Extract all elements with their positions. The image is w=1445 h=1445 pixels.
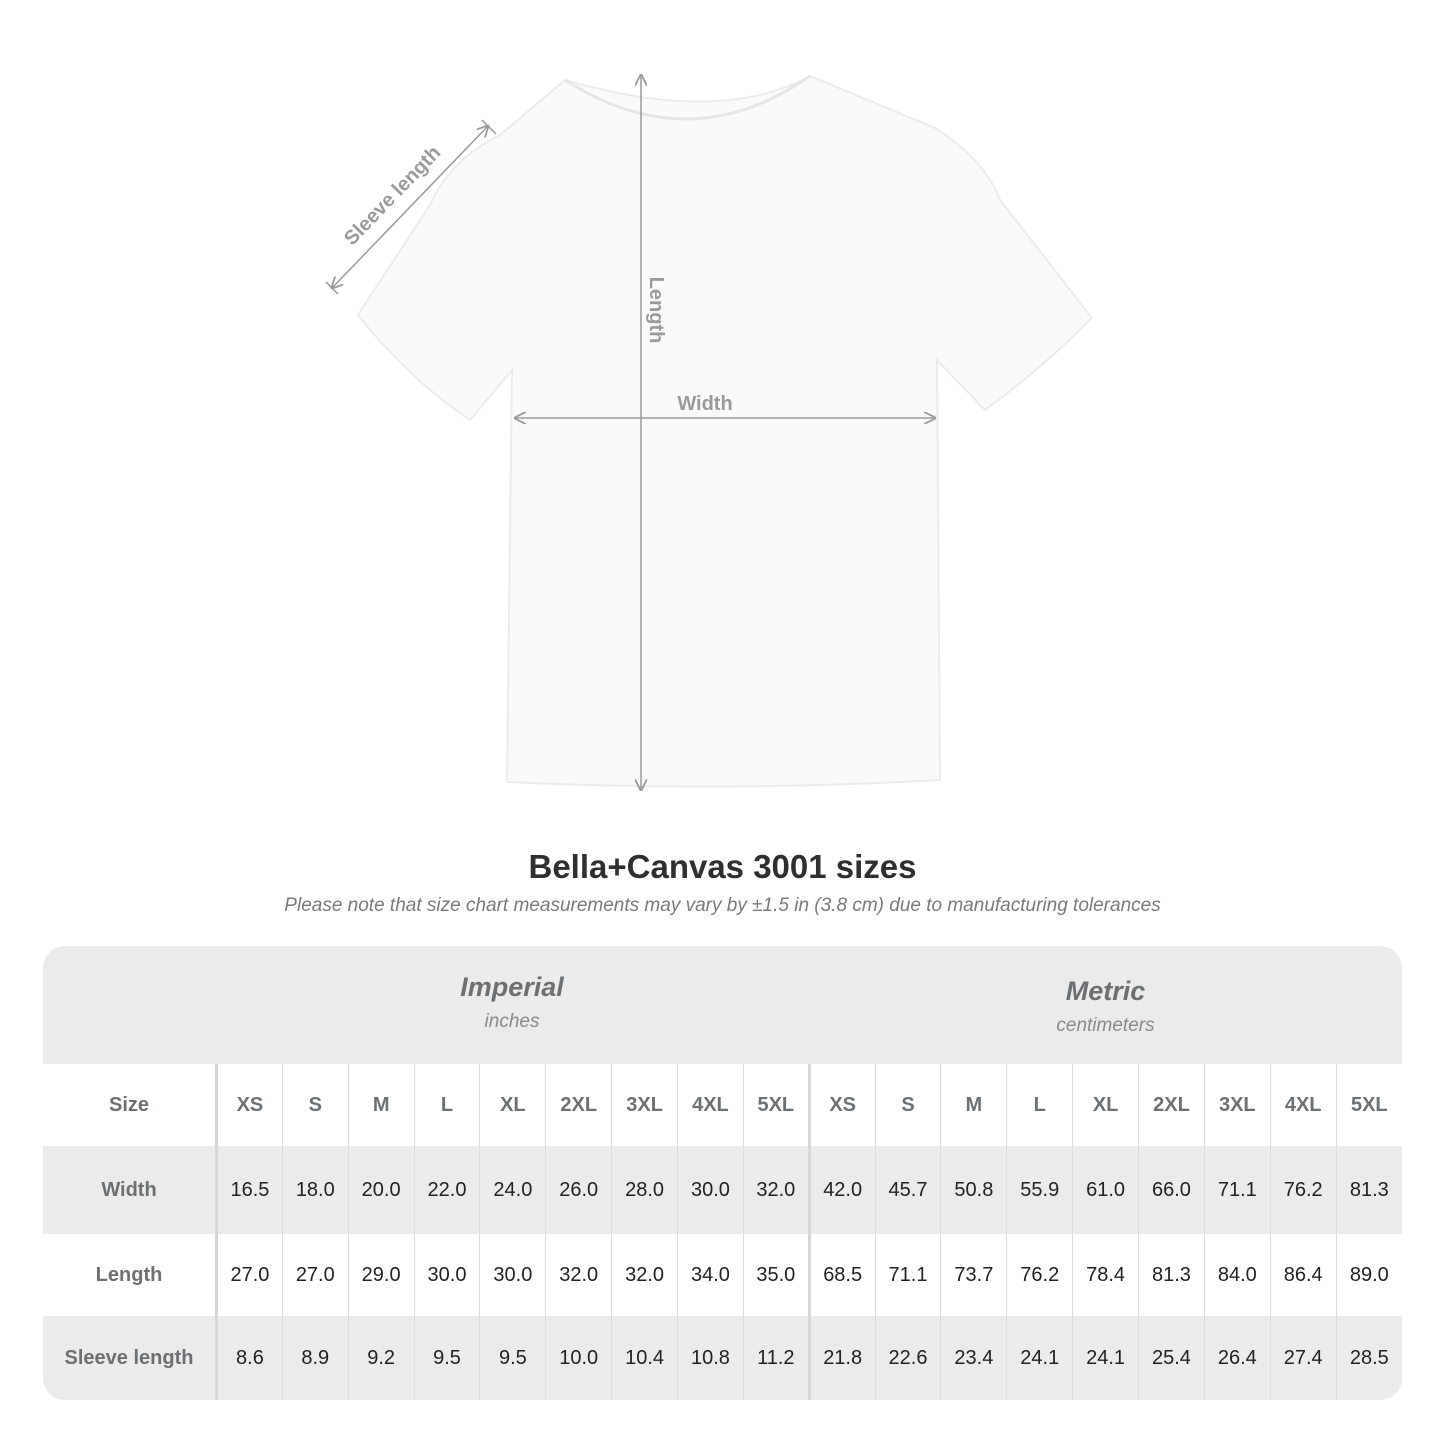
table-row: Length 27.0 27.0 29.0 30.0 30.0 32.0 32.0 34.0 35… [43,1234,1402,1316]
imperial-value-cell: 8.9 [281,1316,349,1400]
metric-header: Metric centimeters [809,946,1402,1064]
metric-value-cell: 71.1 [1203,1146,1271,1234]
imperial-size-header: 4XL [677,1064,744,1146]
imperial-value-cell: 35.0 [742,1234,810,1316]
metric-size-header: 2XL [1138,1064,1205,1146]
metric-value-cell: 76.2 [1269,1146,1337,1234]
metric-value-cell: 73.7 [940,1234,1007,1316]
size-label: Size [43,1064,218,1146]
collar [564,74,811,121]
tolerance-note: Please note that size chart measurements… [284,895,1161,916]
imperial-value-cell: 30.0 [677,1146,744,1234]
imperial-value-cell: 11.2 [742,1316,810,1400]
imperial-unit: inches [484,1011,540,1032]
imperial-value-cell: 18.0 [281,1146,349,1234]
imperial-value-cell: 20.0 [347,1146,415,1234]
imperial-value-cell: 9.5 [413,1316,480,1400]
row-label: Sleeve length [43,1316,218,1400]
imperial-value-cell: 27.0 [216,1234,283,1316]
imperial-value-cell: 10.4 [611,1316,678,1400]
metric-value-cell: 86.4 [1269,1234,1337,1316]
row-label: Length [43,1234,218,1316]
size-table: Size XS S M L XL 2XL 3XL 4XL 5XL XS S M L XL 2XL 3XL 4XL 5… [43,1064,1402,1400]
imperial-size-header: 5XL [742,1064,810,1146]
size-chart: Imperial inches Metric centimeters Size X… [43,946,1402,1400]
row-label: Width [43,1146,218,1234]
page-title: Bella+Canvas 3001 sizes [528,848,917,885]
metric-size-header: 4XL [1269,1064,1337,1146]
imperial-value-cell: 26.0 [545,1146,612,1234]
length-label: Length [645,277,667,344]
metric-value-cell: 22.6 [874,1316,941,1400]
imperial-value-cell: 9.2 [347,1316,415,1400]
metric-value-cell: 55.9 [1006,1146,1073,1234]
imperial-value-cell: 16.5 [216,1146,283,1234]
imperial-value-cell: 30.0 [413,1234,480,1316]
metric-value-cell: 45.7 [874,1146,941,1234]
metric-value-cell: 76.2 [1006,1234,1073,1316]
metric-size-header: S [874,1064,941,1146]
metric-value-cell: 24.1 [1006,1316,1073,1400]
imperial-size-header: XS [216,1064,283,1146]
width-label: Width [677,393,732,415]
metric-size-header: XL [1072,1064,1139,1146]
metric-value-cell: 24.1 [1072,1316,1139,1400]
metric-value-cell: 28.5 [1335,1316,1402,1400]
imperial-value-cell: 10.0 [545,1316,612,1400]
imperial-size-header: 2XL [545,1064,612,1146]
metric-value-cell: 71.1 [874,1234,941,1316]
imperial-size-header: 3XL [611,1064,678,1146]
imperial-title: Imperial [460,972,564,1002]
imperial-value-cell: 10.8 [677,1316,744,1400]
sleeve-arrow [332,126,488,288]
imperial-size-header: L [413,1064,480,1146]
imperial-size-header: M [347,1064,415,1146]
metric-value-cell: 84.0 [1203,1234,1271,1316]
metric-size-header: L [1006,1064,1073,1146]
imperial-value-cell: 22.0 [413,1146,480,1234]
imperial-value-cell: 32.0 [545,1234,612,1316]
imperial-value-cell: 27.0 [281,1234,349,1316]
imperial-value-cell: 9.5 [479,1316,546,1400]
metric-value-cell: 68.5 [807,1234,876,1316]
imperial-value-cell: 32.0 [742,1146,810,1234]
metric-value-cell: 81.3 [1335,1146,1402,1234]
metric-size-header: 5XL [1335,1064,1402,1146]
metric-unit: centimeters [1056,1015,1155,1036]
imperial-size-header: S [281,1064,349,1146]
table-row: Sleeve length 8.6 8.9 9.2 9.5 9.5 10.0 10.4 10.8… [43,1316,1402,1400]
imperial-size-header: XL [479,1064,546,1146]
imperial-value-cell: 30.0 [479,1234,546,1316]
tshirt-diagram: Width Length Sleeve length [325,0,1094,820]
metric-value-cell: 42.0 [807,1146,876,1234]
metric-value-cell: 89.0 [1335,1234,1402,1316]
metric-value-cell: 23.4 [940,1316,1007,1400]
metric-title: Metric [1065,976,1146,1006]
metric-size-header: M [940,1064,1007,1146]
metric-value-cell: 50.8 [940,1146,1007,1234]
metric-value-cell: 78.4 [1072,1234,1139,1316]
imperial-value-cell: 24.0 [479,1146,546,1234]
imperial-header: Imperial inches [215,946,809,1064]
metric-size-header: XS [807,1064,876,1146]
imperial-value-cell: 29.0 [347,1234,415,1316]
metric-value-cell: 27.4 [1269,1316,1337,1400]
tshirt-shape [356,74,1094,788]
metric-value-cell: 66.0 [1138,1146,1205,1234]
size-header-row: Size XS S M L XL 2XL 3XL 4XL 5XL XS S M L XL 2XL 3XL 4XL 5… [43,1064,1402,1146]
imperial-value-cell: 8.6 [216,1316,283,1400]
metric-value-cell: 81.3 [1138,1234,1205,1316]
metric-value-cell: 25.4 [1138,1316,1205,1400]
imperial-value-cell: 28.0 [611,1146,678,1234]
metric-size-header: 3XL [1203,1064,1271,1146]
imperial-value-cell: 34.0 [677,1234,744,1316]
metric-value-cell: 21.8 [807,1316,876,1400]
imperial-value-cell: 32.0 [611,1234,678,1316]
table-row: Width 16.5 18.0 20.0 22.0 24.0 26.0 28.0 30.0 32.… [43,1146,1402,1234]
metric-value-cell: 61.0 [1072,1146,1139,1234]
metric-value-cell: 26.4 [1203,1316,1271,1400]
